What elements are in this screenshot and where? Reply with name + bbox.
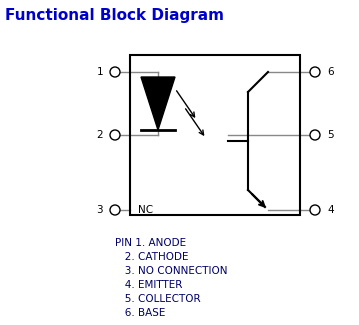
Text: 4. EMITTER: 4. EMITTER xyxy=(115,280,182,290)
Text: 3: 3 xyxy=(96,205,103,215)
Bar xyxy=(130,55,300,215)
Circle shape xyxy=(110,205,120,215)
Text: 2. CATHODE: 2. CATHODE xyxy=(115,252,188,262)
Text: PIN 1. ANODE: PIN 1. ANODE xyxy=(115,238,186,248)
Text: 5. COLLECTOR: 5. COLLECTOR xyxy=(115,294,201,304)
Text: 2: 2 xyxy=(96,130,103,140)
Polygon shape xyxy=(141,77,175,130)
Text: NC: NC xyxy=(138,205,153,215)
Text: 6. BASE: 6. BASE xyxy=(115,308,165,318)
Text: 5: 5 xyxy=(327,130,334,140)
Circle shape xyxy=(310,130,320,140)
Text: 4: 4 xyxy=(327,205,334,215)
Circle shape xyxy=(310,205,320,215)
Text: 1: 1 xyxy=(96,67,103,77)
Text: 6: 6 xyxy=(327,67,334,77)
Text: Functional Block Diagram: Functional Block Diagram xyxy=(5,8,224,23)
Circle shape xyxy=(110,130,120,140)
Circle shape xyxy=(310,67,320,77)
Text: 3. NO CONNECTION: 3. NO CONNECTION xyxy=(115,266,228,276)
Circle shape xyxy=(110,67,120,77)
